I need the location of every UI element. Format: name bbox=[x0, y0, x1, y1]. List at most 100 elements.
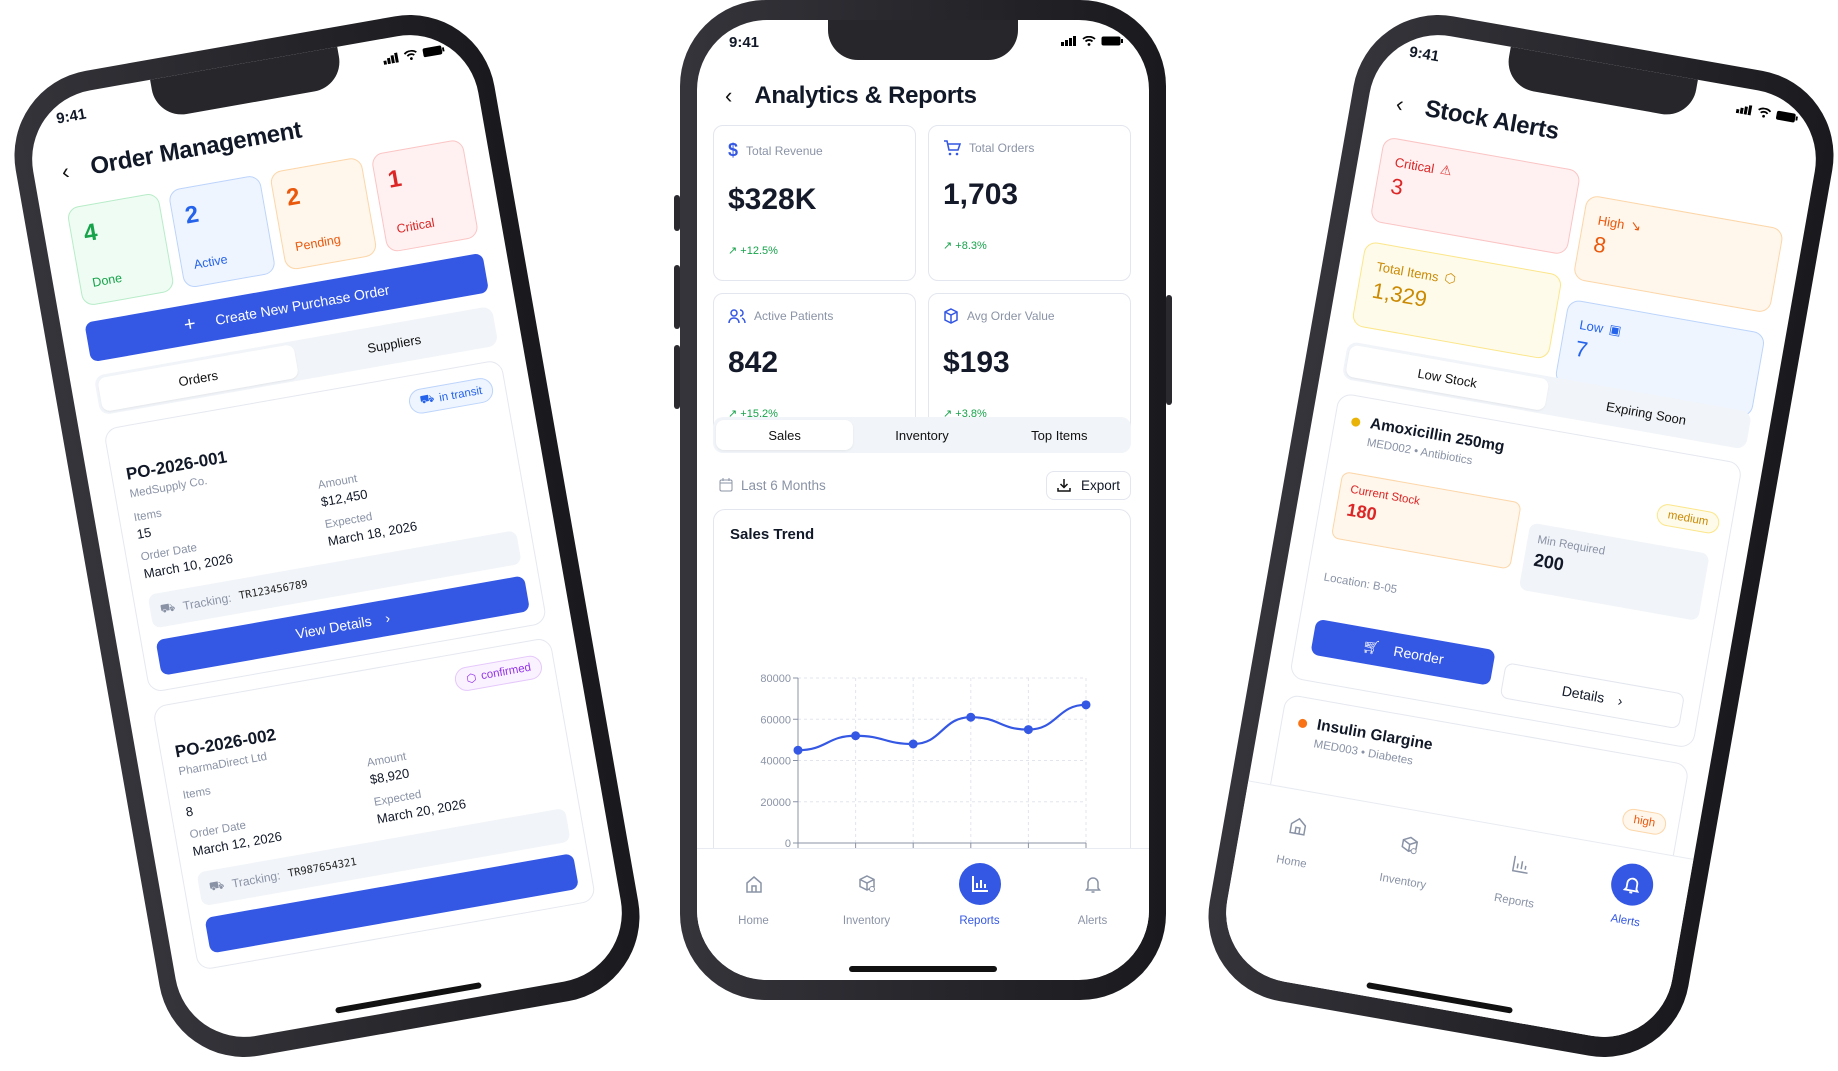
y-tick-label: 40000 bbox=[760, 756, 791, 768]
kpi-label: Active Patients bbox=[754, 309, 834, 323]
sales-trend-chart: 020000400006000080000JanFebMarAprMayJun bbox=[760, 673, 1094, 863]
back-chevron-icon[interactable]: ‹ bbox=[59, 158, 72, 185]
trending-up-icon: ↗ bbox=[728, 245, 741, 257]
export-label: Export bbox=[1080, 477, 1120, 493]
calendar-icon: ▣ bbox=[1607, 321, 1623, 339]
summary-total-items[interactable]: Total Items ⬡ 1,329 bbox=[1351, 240, 1563, 361]
create-label: Create New Purchase Order bbox=[213, 281, 391, 328]
tracking-number: TR123456789 bbox=[238, 578, 309, 603]
data-point bbox=[851, 731, 861, 741]
wifi-icon bbox=[1758, 107, 1772, 118]
kpi-label: Total Revenue bbox=[746, 143, 823, 158]
stat-critical[interactable]: 1 Critical bbox=[370, 138, 480, 254]
kpi-label: Avg Order Value bbox=[967, 309, 1055, 323]
nav-alerts[interactable]: Alerts bbox=[1559, 856, 1680, 1048]
data-point bbox=[1023, 725, 1033, 735]
stat-value: 4 bbox=[81, 218, 100, 248]
nav-label: Reports bbox=[959, 915, 1000, 927]
nav-reports[interactable]: Reports bbox=[1448, 836, 1569, 1034]
stat-pending[interactable]: 2 Pending bbox=[269, 156, 378, 272]
min-required-box: Min Required 200 bbox=[1518, 522, 1710, 622]
y-tick-label: 0 bbox=[785, 838, 791, 850]
battery-icon bbox=[1101, 36, 1123, 46]
back-chevron-icon[interactable]: ‹ bbox=[725, 83, 733, 108]
home-indicator bbox=[335, 982, 482, 1014]
nav-label: Inventory bbox=[1378, 871, 1428, 892]
nav-reports[interactable]: Reports bbox=[935, 863, 1025, 978]
chart-title: Sales Trend bbox=[730, 526, 815, 543]
nav-home[interactable]: Home bbox=[709, 863, 799, 978]
view-details-label: View Details bbox=[294, 612, 373, 642]
date-range[interactable]: Last 6 Months bbox=[719, 478, 826, 493]
kpi-total-revenue[interactable]: $ Total Revenue $328K ↗ +12.5% bbox=[713, 125, 916, 281]
kpi-change: +12.5% bbox=[740, 245, 778, 257]
home-indicator bbox=[849, 966, 997, 972]
chevron-right-icon: › bbox=[1616, 692, 1624, 710]
nav-inventory[interactable]: Inventory bbox=[822, 863, 912, 978]
summary-label: Low bbox=[1578, 316, 1605, 336]
export-button[interactable]: Export bbox=[1045, 470, 1131, 500]
stat-active[interactable]: 2 Active bbox=[167, 174, 277, 289]
dollar-icon: $ bbox=[728, 140, 739, 160]
side-button bbox=[674, 265, 680, 329]
signal-icon bbox=[1061, 36, 1076, 46]
kpi-total-orders[interactable]: Total Orders 1,703 ↗ +8.3% bbox=[928, 125, 1131, 281]
order-card[interactable]: ⛟ in transit PO-2026-001 MedSupply Co. It… bbox=[103, 359, 548, 694]
kpi-value: $328K bbox=[728, 183, 817, 216]
reorder-button[interactable]: 🛒︎ Reorder bbox=[1310, 618, 1496, 686]
data-point bbox=[1081, 700, 1091, 710]
nav-home[interactable]: Home bbox=[1225, 797, 1346, 995]
order-card[interactable]: ⬡ confirmed PO-2026-002 PharmaDirect Ltd … bbox=[152, 636, 597, 971]
tab-sales[interactable]: Sales bbox=[716, 420, 854, 450]
package-icon: ⬡ bbox=[465, 672, 478, 686]
bottom-nav: Home Inventory Reports Alerts bbox=[1215, 780, 1694, 1048]
reorder-label: Reorder bbox=[1392, 642, 1445, 668]
side-button bbox=[674, 195, 680, 231]
status-text: in transit bbox=[438, 384, 484, 404]
stock-alert-card[interactable]: medium Amoxicillin 250mg MED002 • Antibi… bbox=[1288, 392, 1743, 750]
bar-chart-icon bbox=[1511, 855, 1528, 874]
report-tabs: Sales Inventory Top Items bbox=[713, 417, 1131, 453]
nav-label: Alerts bbox=[1077, 915, 1108, 927]
trending-up-icon: ↗ bbox=[943, 408, 956, 420]
kpi-active-patients[interactable]: Active Patients 842 ↗ +15.2% bbox=[713, 293, 916, 449]
calendar-icon bbox=[719, 478, 733, 492]
kpi-value: 1,703 bbox=[943, 178, 1019, 211]
box-icon: ⬡ bbox=[1443, 269, 1458, 287]
nav-alerts[interactable]: Alerts bbox=[1048, 863, 1138, 978]
truck-icon: ⛟ bbox=[207, 877, 226, 894]
stat-done[interactable]: 4 Done bbox=[66, 192, 176, 307]
tab-top-items[interactable]: Top Items bbox=[1031, 427, 1088, 443]
nav-inventory[interactable]: Inventory bbox=[1336, 817, 1457, 1015]
alert-triangle-icon: ⚠ bbox=[1438, 161, 1454, 179]
nav-label: Home bbox=[738, 915, 769, 927]
alerts-screen: 9:41 ‹ Stock Alerts Critical ⚠ 3 High ↘ 8 To… bbox=[1215, 24, 1827, 1048]
status-time: 9:41 bbox=[1407, 43, 1441, 66]
details-button[interactable]: Details › bbox=[1499, 662, 1686, 730]
stat-label: Critical bbox=[395, 215, 436, 237]
side-button bbox=[674, 345, 680, 409]
analytics-screen: 9:41 ‹ Analytics & Reports $ Total Revenu… bbox=[697, 20, 1149, 980]
bottom-nav: Home Inventory Reports Alerts bbox=[697, 848, 1149, 978]
y-tick-label: 80000 bbox=[760, 673, 791, 685]
summary-critical[interactable]: Critical ⚠ 3 bbox=[1369, 136, 1582, 256]
status-text: confirmed bbox=[480, 661, 532, 683]
back-chevron-icon[interactable]: ‹ bbox=[1394, 90, 1406, 117]
wifi-icon bbox=[1082, 36, 1096, 46]
sales-trend-card: Sales Trend 020000400006000080000JanFebM… bbox=[713, 509, 1131, 869]
signal-icon bbox=[1735, 105, 1753, 116]
y-tick-label: 20000 bbox=[760, 797, 791, 809]
download-icon bbox=[1057, 479, 1071, 492]
status-time: 9:41 bbox=[729, 34, 760, 51]
tracking-label: Tracking: bbox=[230, 868, 282, 891]
trending-down-icon: ↘ bbox=[1629, 217, 1643, 235]
kpi-value: 842 bbox=[728, 346, 779, 379]
summary-high[interactable]: High ↘ 8 bbox=[1572, 194, 1785, 314]
stat-label: Pending bbox=[294, 232, 342, 255]
page-title: Analytics & Reports bbox=[754, 82, 977, 109]
package-search-icon bbox=[1400, 836, 1418, 855]
summary-label: High bbox=[1596, 212, 1626, 232]
tab-inventory[interactable]: Inventory bbox=[895, 427, 949, 443]
status-bar: 9:41 bbox=[24, 38, 473, 136]
